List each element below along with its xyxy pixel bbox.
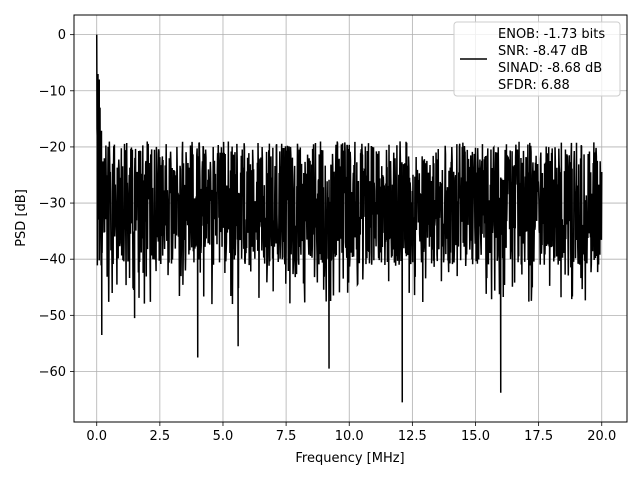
x-axis-ticks: 0.0 2.5 5.0 7.5 10.0 12.5 15.0 17.5 20.0: [86, 422, 616, 444]
x-tick-label: 15.0: [461, 429, 490, 444]
legend-box: [453, 21, 621, 97]
x-tick-label: 12.5: [398, 429, 427, 444]
y-tick-label: −30: [39, 197, 66, 212]
legend-line-enob: ENOB: -1.73 bits: [498, 27, 605, 42]
y-tick-label: −20: [39, 140, 66, 155]
x-tick-label: 17.5: [524, 429, 553, 444]
axes-frame: [73, 14, 628, 423]
x-tick-label: 20.0: [587, 429, 616, 444]
x-tick-label: 7.5: [276, 429, 297, 444]
series-line-psd: [95, 34, 603, 403]
plot-area: [95, 34, 603, 403]
x-tick-label: 10.0: [335, 429, 364, 444]
y-tick-label: −40: [39, 253, 66, 268]
legend-line-sinad: SINAD: -8.68 dB: [498, 61, 602, 76]
legend-line-snr: SNR: -8.47 dB: [498, 44, 588, 59]
legend-line-sfdr: SFDR: 6.88: [498, 78, 570, 93]
x-tick-label: 5.0: [213, 429, 234, 444]
y-tick-label: −10: [39, 84, 66, 99]
x-tick-label: 2.5: [150, 429, 171, 444]
x-axis-label: Frequency [MHz]: [295, 451, 404, 466]
y-axis-ticks: 0 −10 −20 −30 −40 −50 −60: [39, 28, 74, 380]
x-tick-label: 0.0: [86, 429, 107, 444]
y-tick-label: −50: [39, 309, 66, 324]
y-axis-label: PSD [dB]: [14, 189, 29, 247]
y-tick-label: 0: [58, 28, 66, 43]
y-tick-label: −60: [39, 365, 66, 380]
legend: ENOB: -1.73 bits SNR: -8.47 dB SINAD: -8…: [453, 21, 621, 97]
